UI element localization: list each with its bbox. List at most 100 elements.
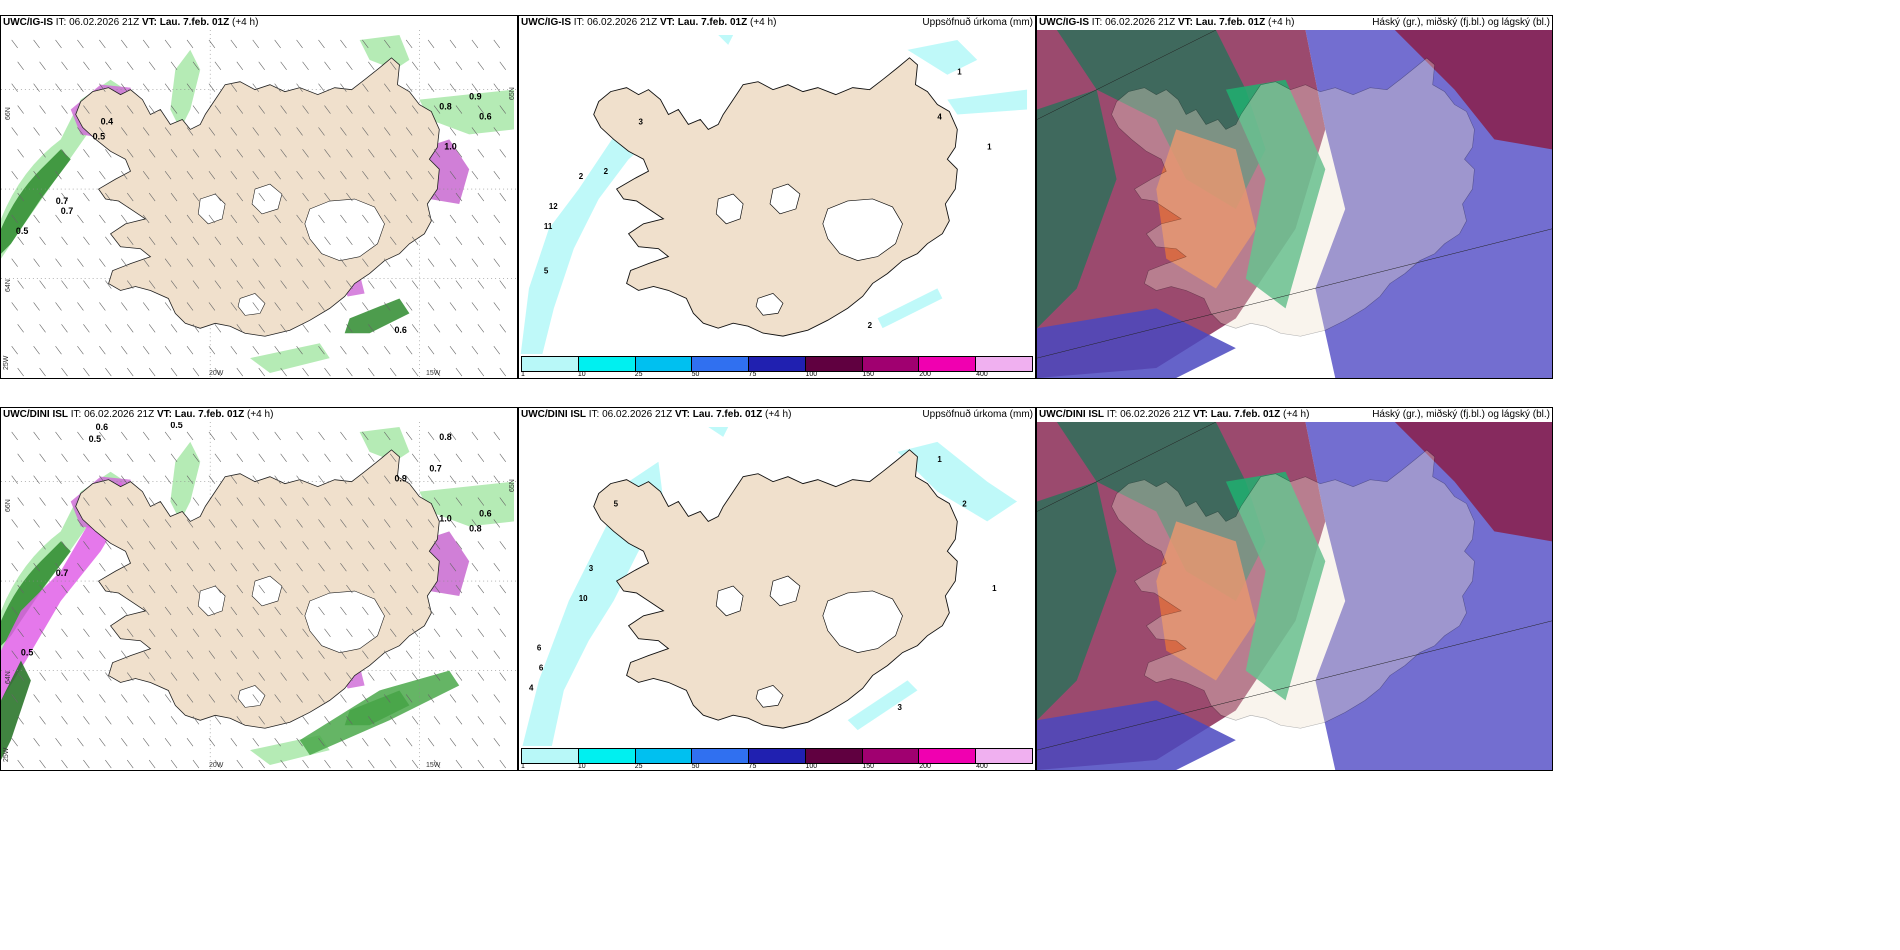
- glacier: [755, 292, 784, 316]
- colorbar-segment: [692, 357, 750, 371]
- wind-barb: [258, 236, 265, 245]
- wind-barb: [208, 258, 216, 267]
- wind-barb: [455, 672, 463, 681]
- precip-value-labels: 0.6 0.5 0.5 0.8 0.7 0.9 1.0 0.6 0.8 0.5 0.7: [21, 422, 492, 658]
- cloud-area: [1037, 308, 1236, 378]
- wind-barb: [296, 302, 303, 311]
- wind-barb: [433, 192, 441, 202]
- precip-value-label: 0.8: [439, 102, 451, 112]
- wind-barb: [192, 236, 200, 245]
- wind-barb: [55, 346, 62, 355]
- wind-barb: [252, 83, 259, 92]
- wind-barb: [164, 738, 172, 747]
- wind-barb: [389, 324, 397, 333]
- wind-barb: [83, 324, 90, 333]
- wind-barb: [324, 453, 331, 462]
- wind-barb: [148, 149, 156, 158]
- wind-barb: [55, 171, 62, 180]
- colorbar-segment: [749, 357, 806, 371]
- wind-barb: [39, 280, 46, 289]
- wind-barb: [389, 584, 397, 594]
- wind-barb: [389, 628, 397, 637]
- wind-barb: [324, 584, 331, 594]
- wind-barb: [126, 192, 134, 202]
- precip-value-label: 0.5: [89, 434, 101, 444]
- axis-label: 25W: [3, 747, 10, 762]
- wind-barb: [449, 650, 457, 659]
- accum-value-label: 11: [544, 222, 553, 231]
- wind-barb: [33, 563, 40, 572]
- map-svg: 0.6 0.5 0.5 0.8 0.7 0.9 1.0 0.6 0.8 0.5 0.7: [1, 422, 517, 770]
- wind-barb: [296, 475, 303, 484]
- wind-barb: [186, 431, 194, 441]
- wind-barb: [230, 738, 238, 747]
- wind-barb: [346, 280, 353, 289]
- wind-barb: [384, 738, 391, 747]
- wind-barb: [142, 171, 150, 180]
- wind-barb: [433, 497, 441, 506]
- wind-barb: [164, 346, 172, 355]
- precip-value-label: 0.7: [56, 196, 68, 206]
- wind-barb: [99, 258, 106, 267]
- wind-barb: [186, 302, 194, 311]
- wind-barb: [499, 280, 507, 289]
- colorbar-tick-label: 150: [862, 763, 875, 770]
- wind-barb: [368, 759, 375, 769]
- wind-barb: [214, 541, 222, 550]
- wind-barb: [368, 280, 375, 289]
- wind-barb: [55, 650, 62, 659]
- wind-barb: [471, 694, 479, 703]
- wind-barb: [405, 519, 413, 528]
- wind-barb: [324, 628, 331, 637]
- wind-barb: [449, 606, 457, 616]
- wind-barb: [77, 214, 84, 224]
- wind-barb: [170, 759, 178, 769]
- wind-barb: [318, 127, 325, 136]
- wind-barb: [455, 628, 463, 637]
- wind-barb: [499, 497, 507, 506]
- wind-barb: [274, 127, 281, 136]
- wind-barb: [11, 650, 18, 659]
- wind-barb: [214, 453, 222, 462]
- wind-barb: [214, 759, 222, 769]
- wind-barb: [302, 497, 309, 506]
- wind-barb: [192, 105, 200, 114]
- colorbar-boxes: [521, 356, 1033, 372]
- wind-barb: [105, 105, 112, 114]
- wind-barb: [499, 324, 507, 333]
- wind-barb: [405, 694, 413, 703]
- wind-barb: [170, 61, 178, 70]
- wind-barb: [39, 367, 46, 377]
- wind-barb: [11, 39, 18, 49]
- wind-barb: [258, 105, 265, 114]
- wind-barb: [477, 105, 485, 114]
- wind-barb: [121, 475, 128, 484]
- wind-barb: [449, 563, 457, 572]
- wind-barb: [121, 738, 128, 747]
- wind-barb: [471, 563, 479, 572]
- wind-barb: [389, 105, 397, 114]
- wind-barb: [164, 214, 172, 224]
- wind-barb: [230, 346, 238, 355]
- wind-barb: [346, 61, 353, 70]
- wind-barb: [186, 39, 194, 49]
- colorbar-tick-label: 400: [976, 763, 988, 770]
- precip-area: [250, 343, 330, 374]
- wind-barb: [258, 280, 265, 289]
- accum-value-label: 1: [937, 455, 942, 464]
- wind-barb: [105, 672, 112, 681]
- wind-barb: [186, 563, 194, 572]
- wind-barb: [280, 149, 287, 158]
- wind-barb: [433, 541, 441, 550]
- cloud-area: [1037, 700, 1236, 770]
- wind-barb: [99, 563, 106, 572]
- wind-barb: [455, 584, 463, 594]
- wind-barb: [362, 83, 369, 92]
- wind-barb: [55, 258, 62, 267]
- wind-barb: [274, 738, 281, 747]
- wind-barb: [230, 650, 238, 659]
- wind-barb: [318, 475, 325, 484]
- wind-barb: [280, 453, 287, 462]
- wind-barb: [493, 214, 501, 224]
- wind-barb: [362, 606, 369, 616]
